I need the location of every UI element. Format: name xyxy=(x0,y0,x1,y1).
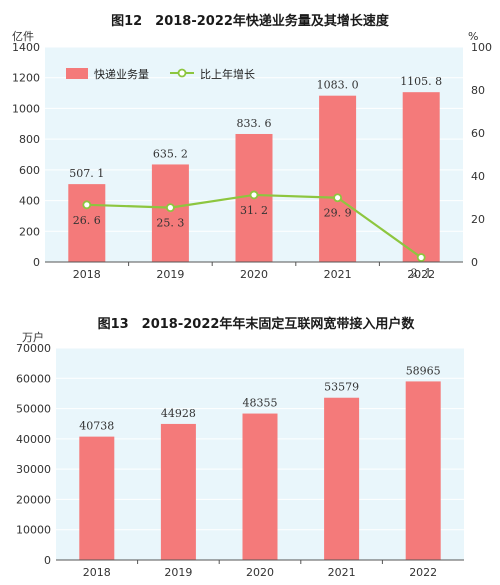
bar-value-label: 53579 xyxy=(324,381,359,394)
line-marker xyxy=(165,203,175,213)
chart2-axes: 0 10000 20000 30000 40000 50000 60000 70000 2018… xyxy=(16,342,464,579)
y-tick-label: 10000 xyxy=(16,524,51,537)
x-tick-label: 2018 xyxy=(73,268,101,281)
chart1-line: 26. 6 25. 3 31. 2 29. 9 2. 1 xyxy=(73,190,432,279)
bar xyxy=(402,92,440,262)
legend-label-line: 比上年增长 xyxy=(200,67,255,81)
y-tick-label: 40000 xyxy=(16,433,51,446)
line-value-label: 26. 6 xyxy=(73,214,101,227)
y-tick-label: 800 xyxy=(19,133,40,146)
y-tick-label: 30000 xyxy=(16,463,51,476)
y-tick-label: 20000 xyxy=(16,493,51,506)
line-marker xyxy=(416,253,426,262)
y-tick-label: 0 xyxy=(33,256,40,269)
chart1-y-unit: 亿件 xyxy=(12,30,34,43)
bar xyxy=(324,397,360,560)
bar xyxy=(405,381,441,560)
bar xyxy=(151,164,189,262)
x-tick-label: 2019 xyxy=(156,268,184,281)
x-tick-label: 2018 xyxy=(83,566,111,579)
bar-value-label: 58965 xyxy=(406,364,441,377)
line-marker xyxy=(333,193,343,203)
chart1-legend: 快递业务量 比上年增长 xyxy=(66,67,255,81)
x-tick-label: 2020 xyxy=(246,566,274,579)
bar xyxy=(160,423,196,560)
y-tick-label: 400 xyxy=(19,195,40,208)
y-tick-label: 200 xyxy=(19,225,40,238)
x-tick-label: 2021 xyxy=(328,566,356,579)
line-value-label: 29. 9 xyxy=(324,207,352,220)
y2-tick-label: 60 xyxy=(471,127,485,140)
y-tick-label: 1200 xyxy=(12,72,40,85)
bar xyxy=(79,436,115,560)
chart2-y-unit: 万户 xyxy=(22,330,44,344)
line-value-label: 2. 1 xyxy=(411,266,432,279)
y-tick-label: 60000 xyxy=(16,372,51,385)
line-value-label: 31. 2 xyxy=(240,204,268,217)
bar-value-label: 44928 xyxy=(161,407,196,420)
x-tick-label: 2020 xyxy=(240,268,268,281)
y-tick-label: 1400 xyxy=(12,41,40,54)
y-tick-label: 600 xyxy=(19,164,40,177)
x-tick-label: 2019 xyxy=(164,566,192,579)
bar-value-label: 1083. 0 xyxy=(317,79,359,92)
x-tick-label: 2022 xyxy=(407,268,435,281)
bar-value-label: 507. 1 xyxy=(69,167,104,180)
y2-tick-label: 0 xyxy=(471,256,478,269)
y-tick-label: 0 xyxy=(44,554,51,567)
bar-value-label: 1105. 8 xyxy=(400,75,442,88)
bar-value-label: 635. 2 xyxy=(153,147,188,160)
chart1-y2-unit: % xyxy=(468,30,478,43)
legend-label-bar: 快递业务量 xyxy=(94,67,149,81)
legend-swatch-bar xyxy=(66,68,88,79)
bar-value-label: 40738 xyxy=(79,420,114,433)
y2-tick-label: 80 xyxy=(471,84,485,97)
bar xyxy=(319,95,357,262)
line-marker xyxy=(249,190,259,200)
y-tick-label: 70000 xyxy=(16,342,51,355)
chart1-title: 图12 2018-2022年快递业务量及其增长速度 xyxy=(111,13,390,29)
y2-tick-label: 100 xyxy=(471,41,492,54)
legend-swatch-marker xyxy=(177,68,187,78)
bar xyxy=(68,184,106,262)
chart2-bars: 40738 44928 48355 53579 58965 xyxy=(79,364,441,560)
bar-value-label: 48355 xyxy=(243,397,278,410)
line-marker xyxy=(82,200,92,210)
line-value-label: 25. 3 xyxy=(156,217,184,230)
chart2-title: 图13 2018-2022年年末固定互联网宽带接入用户数 xyxy=(98,316,416,332)
bar-value-label: 833. 6 xyxy=(237,117,272,130)
x-tick-label: 2021 xyxy=(324,268,352,281)
y2-tick-label: 20 xyxy=(471,213,485,226)
y-tick-label: 50000 xyxy=(16,403,51,416)
y2-tick-label: 40 xyxy=(471,170,485,183)
x-tick-label: 2022 xyxy=(409,566,437,579)
bar xyxy=(242,413,278,560)
y-tick-label: 1000 xyxy=(12,102,40,115)
